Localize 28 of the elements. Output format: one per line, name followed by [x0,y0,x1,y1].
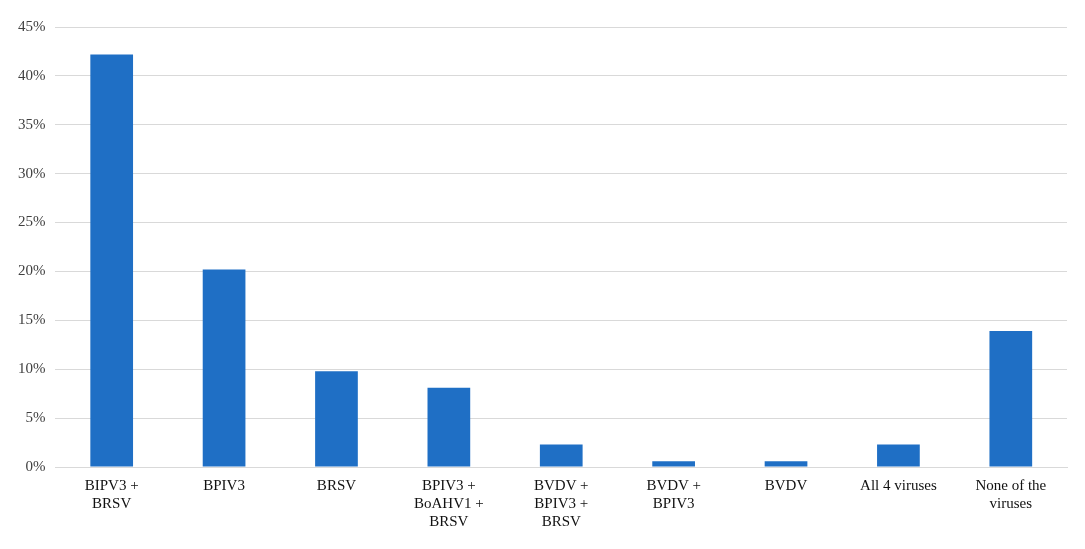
y-tick-label: 0% [25,457,46,474]
y-tick-label: 40% [18,66,46,83]
x-tick-label: BPIV3 [203,476,245,493]
bar [877,444,920,467]
y-tick-label: 20% [18,262,46,279]
x-tick-label: BVDV + BPIV3 + BRSV [534,476,589,529]
x-tick-label: None of the viruses [975,476,1047,511]
bar [764,461,808,467]
x-tick-label: BVDV + BPIV3 [646,476,701,511]
x-tick-label: BPIV3 + BoAHV1 + BRSV [414,476,484,529]
x-tick-label: BRSV [316,476,357,493]
bar [315,371,358,467]
x-tick-label: BVDV [764,476,808,493]
x-tick-label: All 4 viruses [860,476,937,493]
y-tick-label: 25% [18,213,46,230]
y-tick-label: 45% [18,17,46,34]
y-tick-label: 10% [18,360,46,377]
y-tick-label: 30% [18,164,46,181]
bar [539,444,583,467]
y-tick-label: 15% [18,311,46,328]
y-tick-label: 35% [18,115,46,132]
bar [989,331,1033,467]
x-tick-label: BIPV3 + BRSV [84,476,139,511]
bar [202,269,246,467]
bar [427,387,471,467]
bar [90,54,134,467]
y-tick-label: 5% [25,409,46,426]
bar [652,461,695,467]
